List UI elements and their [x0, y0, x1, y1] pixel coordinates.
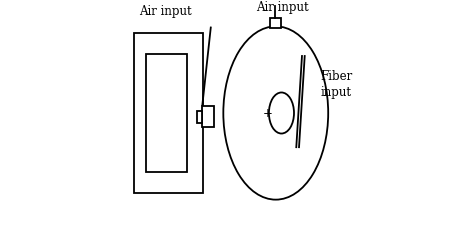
- Text: +: +: [263, 107, 273, 120]
- Bar: [197, 111, 202, 124]
- Ellipse shape: [269, 93, 294, 134]
- Ellipse shape: [223, 27, 328, 200]
- Text: Fiber
input: Fiber input: [320, 69, 353, 99]
- Bar: [201, 107, 214, 127]
- Text: Air input: Air input: [139, 5, 191, 18]
- Bar: [270, 19, 281, 28]
- Bar: [146, 54, 187, 173]
- Text: Air input: Air input: [256, 1, 309, 14]
- Bar: [135, 34, 203, 193]
